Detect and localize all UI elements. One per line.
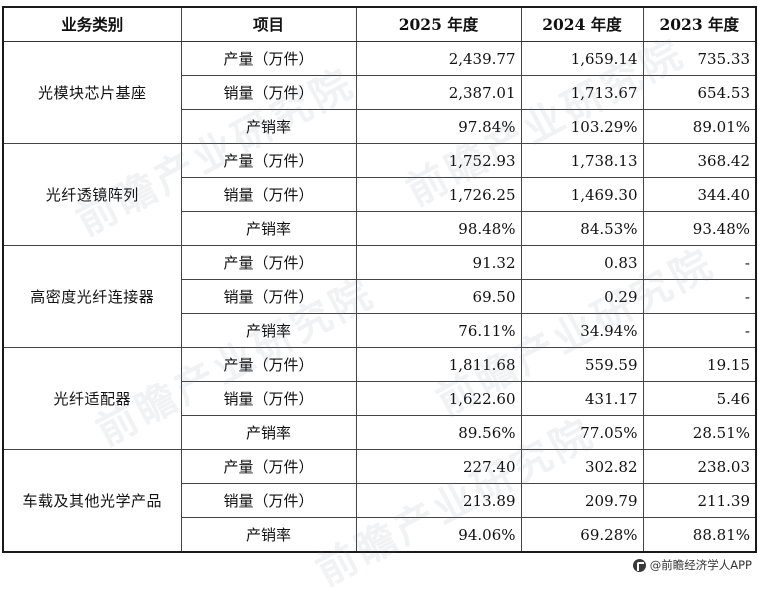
table-row: 车载及其他光学产品 产量（万件） 227.40 302.82 238.03 — [2, 449, 757, 553]
value-2024: 69.28% — [520, 517, 644, 553]
item-cell: 销量（万件） — [180, 381, 357, 416]
value-2024: 1,738.13 — [520, 143, 644, 178]
value-2023: 654.53 — [642, 75, 757, 110]
category-cell: 高密度光纤连接器 — [2, 245, 182, 348]
value-2024: 103.29% — [520, 109, 644, 144]
table-row: 光模块芯片基座 产量（万件） 2,439.77 1,659.14 735.33 — [2, 41, 757, 144]
value-2023: 28.51% — [642, 415, 757, 450]
value-2023: 344.40 — [642, 177, 757, 212]
value-2024: 84.53% — [520, 211, 644, 246]
table-row: 销量（万件） 213.89 209.79 211.39 — [3, 483, 757, 518]
source-footer: @前瞻经济学人APP — [632, 557, 752, 573]
item-cell: 销量（万件） — [180, 177, 357, 212]
item-cell: 产销率 — [180, 415, 357, 450]
table-row: 产销率 94.06% 69.28% 88.81% — [3, 517, 757, 553]
value-2024: 302.82 — [520, 449, 644, 484]
value-2024: 0.83 — [520, 245, 644, 280]
item-cell: 产销率 — [180, 211, 357, 246]
value-2025: 1,811.68 — [355, 347, 522, 382]
value-2025: 2,387.01 — [355, 75, 522, 110]
item-cell: 产量（万件） — [180, 41, 357, 76]
value-2025: 97.84% — [355, 109, 522, 144]
value-2024: 1,469.30 — [520, 177, 644, 212]
value-2023: 211.39 — [642, 483, 757, 518]
value-2025: 213.89 — [355, 483, 522, 518]
value-2025: 1,622.60 — [355, 381, 522, 416]
value-2023: 88.81% — [642, 517, 757, 553]
item-cell: 产量（万件） — [180, 143, 357, 178]
category-cell: 光纤透镜阵列 — [2, 143, 182, 246]
value-2025: 76.11% — [355, 313, 522, 348]
value-2023: - — [642, 245, 757, 280]
category-cell: 光模块芯片基座 — [2, 41, 182, 144]
value-2024: 1,713.67 — [520, 75, 644, 110]
value-2023: - — [642, 313, 757, 348]
table-row: 光纤透镜阵列 产量（万件） 1,752.93 1,738.13 368.42 — [2, 143, 757, 246]
value-2025: 1,726.25 — [355, 177, 522, 212]
value-2024: 431.17 — [520, 381, 644, 416]
value-2023: 238.03 — [642, 449, 757, 484]
table-row: 光纤适配器 产量（万件） 1,811.68 559.59 19.15 — [2, 347, 757, 450]
value-2025: 94.06% — [355, 517, 522, 553]
value-2025: 98.48% — [355, 211, 522, 246]
value-2024: 0.29 — [520, 279, 644, 314]
item-cell: 销量（万件） — [180, 279, 357, 314]
value-2025: 69.50 — [355, 279, 522, 314]
header-year-2025: 2025 年度 — [355, 6, 522, 42]
category-cell: 光纤适配器 — [2, 347, 182, 450]
table-row: 销量（万件） 1,726.25 1,469.30 344.40 — [3, 177, 757, 212]
value-2023: 368.42 — [642, 143, 757, 178]
table-row: 高密度光纤连接器 产量（万件） 91.32 0.83 - — [2, 245, 757, 348]
table-row: 产销率 97.84% 103.29% 89.01% — [3, 109, 757, 144]
item-cell: 产销率 — [180, 313, 357, 348]
table-row: 销量（万件） 69.50 0.29 - — [3, 279, 757, 314]
value-2023: 93.48% — [642, 211, 757, 246]
value-2024: 559.59 — [520, 347, 644, 382]
item-cell: 产量（万件） — [180, 245, 357, 280]
header-item: 项目 — [180, 6, 357, 42]
item-cell: 销量（万件） — [180, 483, 357, 518]
sales-production-table: 业务类别 项目 2025 年度 2024 年度 2023 年度 光模块芯片基座 … — [2, 6, 757, 553]
value-2023: 5.46 — [642, 381, 757, 416]
value-2024: 34.94% — [520, 313, 644, 348]
item-cell: 产量（万件） — [180, 449, 357, 484]
value-2023: 89.01% — [642, 109, 757, 144]
header-year-2024: 2024 年度 — [520, 6, 644, 42]
item-cell: 产量（万件） — [180, 347, 357, 382]
value-2024: 77.05% — [520, 415, 644, 450]
header-year-2023: 2023 年度 — [642, 6, 757, 42]
table-row: 销量（万件） 2,387.01 1,713.67 654.53 — [3, 75, 757, 110]
table-row: 产销率 89.56% 77.05% 28.51% — [3, 415, 757, 450]
item-cell: 销量（万件） — [180, 75, 357, 110]
value-2024: 1,659.14 — [520, 41, 644, 76]
value-2025: 91.32 — [355, 245, 522, 280]
value-2023: 19.15 — [642, 347, 757, 382]
value-2025: 227.40 — [355, 449, 522, 484]
value-2025: 1,752.93 — [355, 143, 522, 178]
item-cell: 产销率 — [180, 517, 357, 553]
header-category: 业务类别 — [2, 6, 182, 42]
value-2023: 735.33 — [642, 41, 757, 76]
source-text: @前瞻经济学人APP — [649, 558, 752, 572]
category-cell: 车载及其他光学产品 — [2, 449, 182, 553]
value-2025: 89.56% — [355, 415, 522, 450]
value-2025: 2,439.77 — [355, 41, 522, 76]
value-2024: 209.79 — [520, 483, 644, 518]
item-cell: 产销率 — [180, 109, 357, 144]
qianzhan-logo-icon — [632, 558, 646, 572]
value-2023: - — [642, 279, 757, 314]
header-row: 业务类别 项目 2025 年度 2024 年度 2023 年度 — [2, 6, 757, 42]
table-row: 产销率 98.48% 84.53% 93.48% — [3, 211, 757, 246]
